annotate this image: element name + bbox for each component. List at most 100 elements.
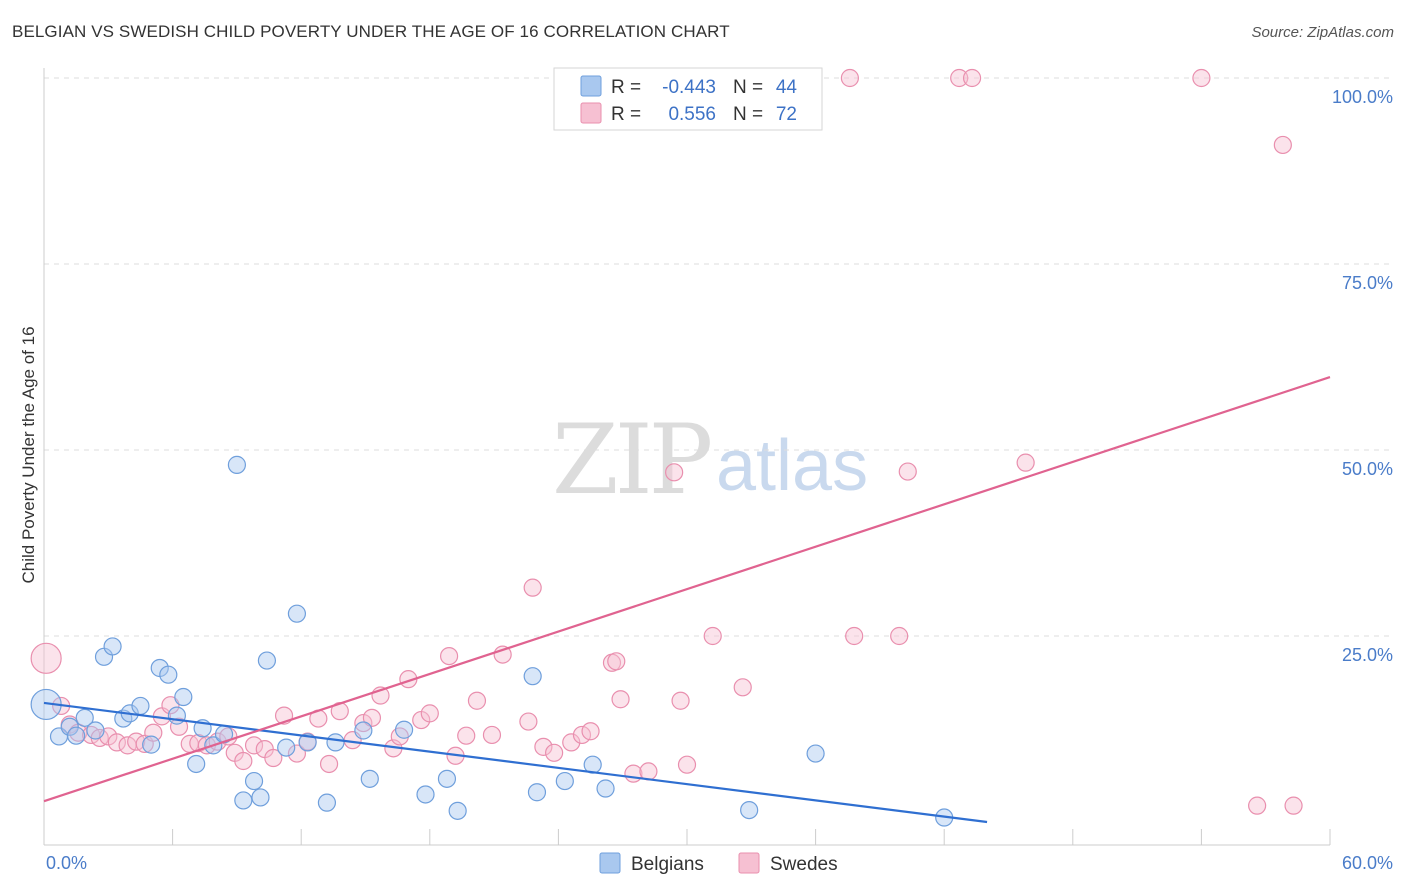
y-tick-label-100: 100.0% — [1332, 87, 1393, 107]
belgians-point — [131, 696, 150, 716]
grid — [44, 77, 1392, 637]
legend-belgians-swatch — [580, 75, 602, 97]
legend-swedes-n-label: N = — [733, 104, 763, 125]
belgians-point — [159, 665, 178, 684]
legend-belgians-n-value: 44 — [776, 77, 798, 98]
swedes-point — [169, 717, 189, 736]
y-tick-labels: 25.0% 50.0% 75.0% 100.0% — [1332, 87, 1393, 665]
belgians-point — [806, 744, 825, 763]
bottom-legend-swedes-swatch — [738, 852, 760, 874]
belgians-point — [244, 771, 264, 791]
swedes-point — [733, 678, 752, 697]
watermark: ZIP atlas — [552, 404, 868, 516]
swedes-point — [898, 462, 917, 481]
swedes-point — [677, 755, 697, 774]
belgians-point — [234, 791, 253, 810]
belgians-point — [142, 735, 161, 754]
swedes-point — [1284, 796, 1303, 815]
swedes-point — [845, 626, 864, 646]
swedes-point — [1248, 796, 1267, 815]
swedes-point — [107, 733, 126, 752]
swedes-point — [607, 652, 626, 671]
belgians-point — [75, 708, 94, 727]
swedes-point — [362, 708, 382, 727]
bottom-legend-belgians-swatch — [599, 852, 621, 874]
watermark-zip: ZIP — [552, 404, 711, 516]
legend-swedes-swatch — [580, 102, 602, 124]
belgians-point — [287, 604, 307, 623]
chart-title: BELGIAN VS SWEDISH CHILD POVERTY UNDER T… — [12, 22, 730, 41]
swedes-point — [562, 733, 581, 752]
legend-belgians-n-label: N = — [733, 77, 763, 98]
belgians-point — [60, 717, 79, 736]
legend-swedes-n-value: 72 — [776, 104, 797, 125]
legend-belgians-r-value: -0.443 — [662, 77, 716, 98]
legend-swedes-r-label: R = — [611, 104, 641, 125]
belgians-point — [187, 754, 206, 774]
bottom-legend-belgians-label: Belgians — [631, 854, 704, 875]
y-tick-label-75: 75.0% — [1342, 273, 1393, 293]
swedes-point — [639, 762, 658, 781]
swedes-point — [840, 68, 859, 88]
swedes-point — [1273, 135, 1292, 155]
belgians-point — [527, 783, 547, 802]
swedes-point — [264, 748, 283, 768]
swedes-point — [161, 696, 180, 715]
belgians-point — [555, 771, 574, 791]
swedes-point — [523, 578, 542, 597]
legend-swedes-r-value: 0.556 — [668, 104, 716, 125]
belgians-point — [86, 721, 105, 740]
belgians-point — [326, 733, 345, 752]
swedes-point — [624, 764, 643, 783]
swedes-point — [1016, 453, 1035, 472]
swedes-point — [671, 691, 690, 710]
y-axis-label: Child Poverty Under the Age of 16 — [19, 326, 38, 583]
belgians-point — [67, 726, 86, 745]
trend-lines — [43, 376, 1331, 824]
belgians-point — [416, 785, 435, 804]
belgians-point — [251, 788, 270, 807]
swedes-point — [354, 713, 373, 733]
legend-belgians-r-label: R = — [611, 77, 641, 98]
belgians-point — [360, 769, 379, 788]
swedes-point — [545, 743, 564, 762]
belgians-point — [227, 455, 246, 474]
belgians-point — [174, 687, 193, 707]
swedes-trend-line — [43, 376, 1331, 803]
swedes-points — [30, 68, 1303, 815]
belgians-points — [30, 455, 954, 827]
source-credit: Source: ZipAtlas.com — [1251, 24, 1394, 41]
belgians-point — [103, 637, 122, 656]
swedes-point — [703, 626, 722, 646]
belgians-point — [277, 738, 296, 757]
belgians-point — [523, 667, 542, 686]
belgians-point — [257, 651, 277, 670]
swedes-point — [439, 646, 459, 666]
watermark-atlas: atlas — [716, 426, 868, 506]
swedes-point — [467, 691, 487, 710]
y-tick-label-50: 50.0% — [1342, 459, 1393, 479]
series-legend: Belgians Swedes — [599, 852, 838, 875]
swedes-point — [962, 68, 982, 88]
belgians-point — [596, 779, 615, 798]
belgians-point — [317, 793, 337, 812]
belgians-point — [394, 720, 414, 739]
belgians-point — [354, 721, 373, 740]
swedes-point — [950, 68, 969, 88]
correlation-legend: R = -0.443 N = 44 R = 0.556 N = 72 — [553, 67, 823, 131]
swedes-point — [244, 736, 264, 755]
swedes-point — [581, 722, 600, 741]
swedes-point — [611, 690, 630, 709]
swedes-point — [519, 712, 538, 731]
x-tick-label-max: 60.0% — [1342, 853, 1393, 873]
belgians-point — [448, 801, 467, 820]
swedes-point — [420, 704, 439, 723]
swedes-point — [319, 754, 339, 774]
x-tick-label-min: 0.0% — [46, 853, 87, 873]
swedes-point — [30, 642, 62, 674]
belgians-point — [437, 769, 457, 788]
swedes-point — [482, 725, 502, 745]
swedes-point — [890, 626, 909, 646]
bottom-legend-swedes-label: Swedes — [770, 854, 838, 875]
